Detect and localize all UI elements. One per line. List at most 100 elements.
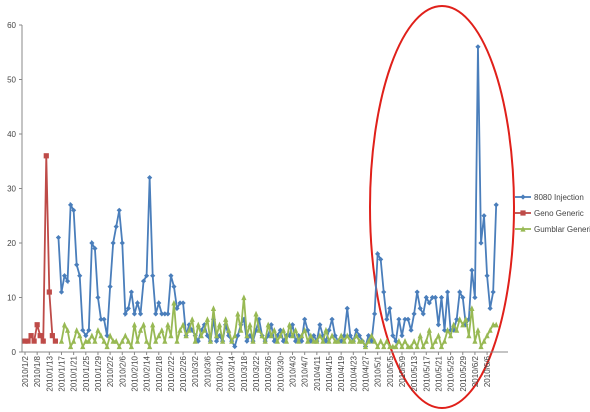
x-tick-label: 2010/3/2: [191, 355, 200, 387]
data-point: [256, 316, 262, 322]
series-line: [60, 297, 497, 350]
data-point: [302, 327, 308, 333]
data-point: [31, 338, 37, 344]
data-point: [429, 294, 435, 301]
data-point: [341, 333, 347, 339]
legend-label: Geno Generic: [534, 209, 584, 218]
data-point: [311, 333, 317, 339]
legend-entry: 8080 Injection: [515, 193, 584, 202]
data-point: [384, 338, 390, 344]
x-tick-label: 2010/1/21: [70, 355, 79, 391]
data-point: [226, 327, 232, 333]
data-point: [441, 338, 448, 344]
data-point: [323, 327, 329, 333]
data-point: [277, 327, 283, 333]
data-point: [113, 224, 119, 230]
data-point: [396, 316, 402, 322]
data-point: [399, 343, 405, 350]
data-point: [323, 338, 329, 344]
data-point: [420, 311, 426, 317]
data-point: [207, 338, 214, 344]
data-point: [365, 333, 372, 339]
x-tick-label: 2010/5/13: [410, 355, 419, 391]
data-point: [131, 311, 138, 317]
data-point: [80, 327, 86, 333]
data-point: [86, 327, 92, 333]
data-point: [213, 338, 220, 344]
data-point: [417, 332, 423, 339]
data-point: [350, 338, 356, 344]
data-point: [104, 343, 110, 350]
data-point: [83, 333, 89, 339]
data-point: [223, 316, 229, 322]
data-point: [174, 305, 180, 311]
data-point: [463, 316, 469, 322]
data-point: [478, 343, 484, 350]
data-point: [399, 333, 405, 339]
x-tick-label: 2010/3/18: [240, 355, 249, 391]
data-point: [448, 332, 454, 339]
data-point: [493, 202, 499, 208]
data-point: [299, 338, 305, 344]
data-point: [362, 343, 369, 350]
data-point: [180, 321, 186, 328]
data-point: [457, 316, 463, 322]
data-point: [116, 343, 122, 350]
data-point: [147, 175, 153, 181]
data-point: [475, 44, 481, 50]
data-point: [144, 273, 150, 279]
x-tick-label: 2010/4/27: [361, 355, 370, 391]
data-point: [119, 240, 125, 246]
data-point: [308, 332, 314, 339]
data-point: [95, 294, 101, 301]
series-line: [25, 155, 57, 345]
data-point: [402, 316, 408, 322]
data-point: [329, 332, 335, 339]
data-point: [332, 333, 338, 339]
data-point: [469, 267, 475, 273]
data-point: [232, 332, 238, 339]
data-point: [381, 289, 387, 295]
data-point: [372, 338, 378, 344]
data-point: [128, 289, 134, 295]
data-point: [478, 240, 484, 246]
data-point: [92, 245, 98, 252]
data-point: [460, 321, 466, 328]
data-point: [411, 311, 417, 317]
data-point: [262, 338, 268, 344]
data-point: [55, 234, 62, 241]
data-point: [356, 333, 362, 339]
data-point: [235, 310, 241, 317]
x-tick-label: 2010/1/29: [94, 355, 103, 391]
data-point: [384, 316, 390, 322]
data-point: [454, 327, 460, 333]
data-point: [125, 305, 131, 311]
data-point: [274, 338, 280, 344]
data-point: [435, 332, 442, 339]
x-tick-label: 2010/3/26: [264, 355, 273, 391]
data-point: [168, 332, 174, 339]
data-point: [250, 338, 256, 344]
data-point: [68, 343, 74, 350]
data-point: [119, 338, 125, 344]
data-point: [46, 289, 52, 295]
data-point: [61, 321, 68, 328]
data-point: [475, 327, 481, 333]
data-point: [137, 327, 144, 333]
data-point: [329, 316, 335, 322]
x-tick-label: 2010/2/18: [155, 355, 164, 391]
data-point: [326, 338, 332, 344]
data-point: [137, 311, 144, 317]
data-point: [320, 338, 326, 344]
data-point: [43, 153, 49, 159]
x-tick-label: 2010/1/13: [45, 355, 54, 391]
x-tick-label: 2010/2/26: [179, 355, 188, 391]
data-point: [393, 343, 399, 350]
data-point: [52, 338, 58, 344]
data-point: [140, 321, 147, 328]
x-tick-label: 2010/2/6: [118, 355, 127, 387]
data-point: [165, 311, 171, 317]
series: [22, 153, 58, 345]
data-point: [25, 338, 31, 344]
data-point: [113, 338, 119, 344]
